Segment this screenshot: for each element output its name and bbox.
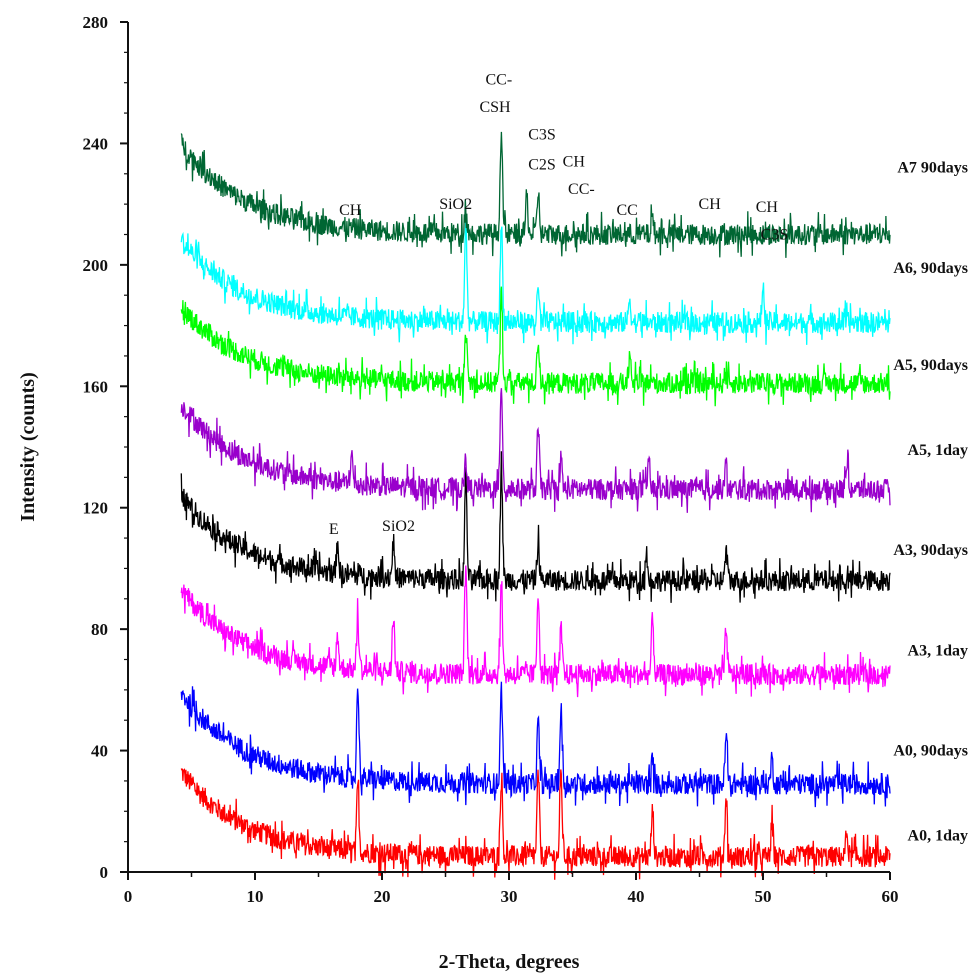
y-tick-label: 160 — [83, 377, 109, 396]
peak-annotation: C3S — [528, 126, 556, 143]
x-tick-label: 10 — [247, 887, 264, 906]
series-label: A3, 90days — [893, 542, 968, 559]
y-tick-label: 240 — [83, 134, 109, 153]
series-label: A5, 90days — [893, 357, 968, 374]
peak-annotation: SiO2 — [439, 196, 472, 213]
series-line — [180, 217, 891, 345]
peak-annotation: C2S — [528, 157, 556, 174]
y-tick-label: 40 — [91, 742, 108, 761]
peak-annotation: CH — [756, 199, 779, 216]
y-tick-label: 200 — [83, 256, 109, 275]
series-label: A6, 90days — [893, 260, 968, 277]
peak-annotation: SiO2 — [382, 518, 415, 535]
y-axis-title: Intensity (counts) — [17, 372, 39, 521]
y-tick-label: 0 — [100, 863, 109, 882]
x-tick-label: 40 — [628, 887, 645, 906]
series-line — [180, 131, 891, 258]
peak-annotation: CC — [616, 202, 637, 219]
series-line — [180, 681, 891, 808]
series-label: A7 90days — [897, 160, 968, 177]
x-tick-label: 20 — [374, 887, 391, 906]
peak-annotation: E — [329, 521, 339, 538]
series-label: A0, 90days — [893, 743, 968, 760]
peak-annotation: CH — [339, 202, 362, 219]
peak-annotation: CH — [699, 196, 722, 213]
series-label: A3, 1day — [908, 642, 968, 659]
series-line — [180, 451, 891, 603]
labels-layer: A0, 1day A0, 90days A3, 1day A3, 90days A5, … — [893, 160, 968, 845]
series-layer — [180, 131, 891, 880]
peak-annotation: CH — [563, 154, 586, 171]
series-line — [180, 286, 891, 407]
annotations-layer: CC- CSH C3S C2S CH CC- CH SiO2 CC CH CH C3S E SiO2 — [329, 72, 788, 538]
ticks-layer: 0 10 20 30 40 50 60 0 40 80 120 160 200 240 280 — [83, 13, 899, 906]
x-tick-label: 60 — [882, 887, 899, 906]
peak-annotation: CC- — [486, 72, 513, 89]
y-tick-label: 80 — [91, 620, 108, 639]
series-label: A5, 1day — [908, 442, 968, 459]
peak-annotation: C3S — [761, 227, 789, 244]
peak-annotation: CSH — [479, 99, 511, 116]
x-tick-label: 0 — [124, 887, 133, 906]
series-line — [180, 565, 891, 698]
y-tick-label: 280 — [83, 13, 109, 32]
x-axis-title: 2-Theta, degrees — [439, 951, 580, 973]
x-tick-label: 30 — [501, 887, 518, 906]
y-tick-label: 120 — [83, 499, 109, 518]
series-label: A0, 1day — [908, 828, 968, 845]
series-line — [180, 768, 891, 880]
x-tick-label: 50 — [755, 887, 772, 906]
peak-annotation: CC- — [568, 181, 595, 198]
series-line — [180, 388, 891, 513]
